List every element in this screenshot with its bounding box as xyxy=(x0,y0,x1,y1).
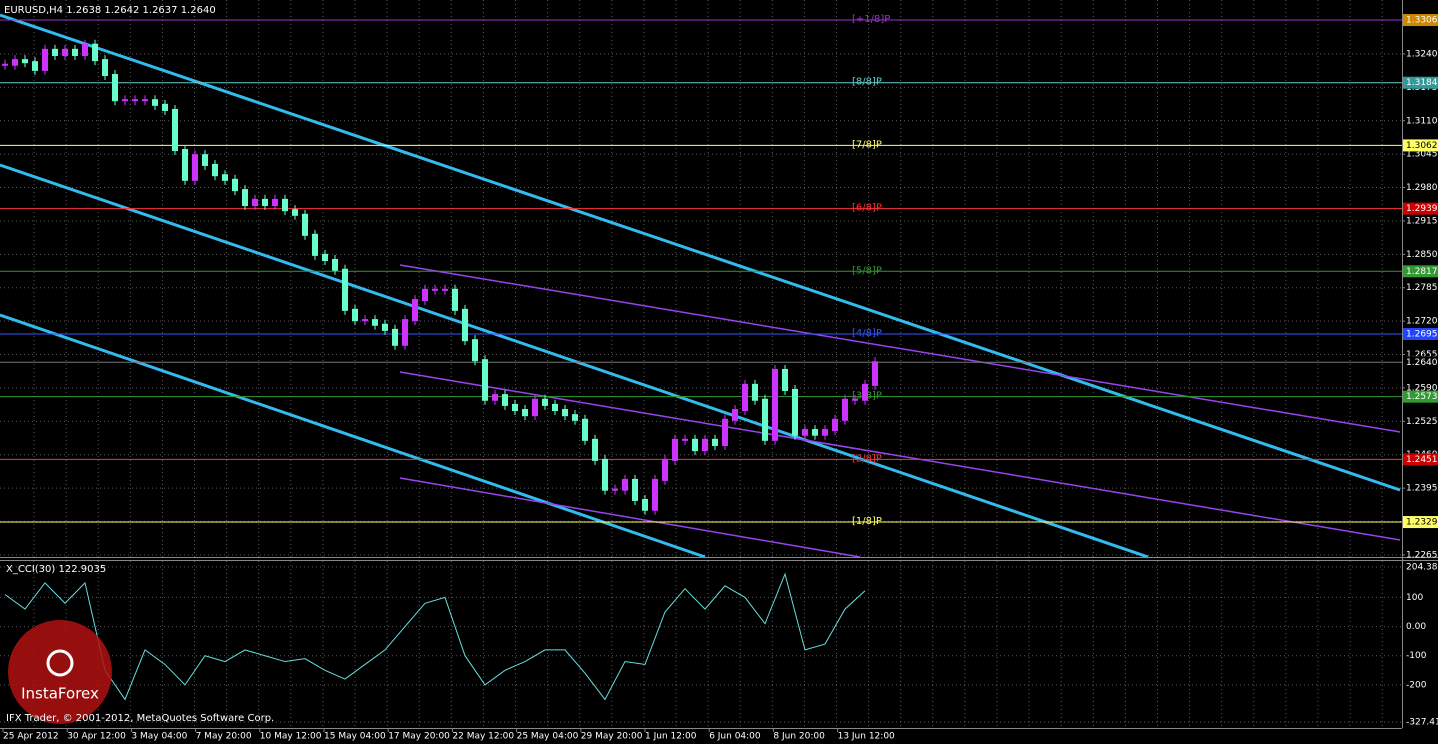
x-tick-label: 30 Apr 12:00 xyxy=(67,732,126,742)
marks: [+1/8]P[8/8]P[7/8]P[6/8]P[5/8]P[4/8]P[3/… xyxy=(0,14,1402,701)
y-tick-label: 1.2265 xyxy=(1406,550,1438,560)
x-tick-label: 13 Jun 12:00 xyxy=(838,732,895,742)
level-label: [5/8]P xyxy=(852,265,882,276)
level-price-label: 1.2939 xyxy=(1406,204,1438,214)
copyright: IFX Trader, © 2001-2012, MetaQuotes Soft… xyxy=(6,713,274,724)
level-price-label: 1.2695 xyxy=(1406,329,1438,339)
channel-line xyxy=(0,313,706,559)
y-tick-label: 100 xyxy=(1406,593,1423,603)
x-tick-label: 25 May 04:00 xyxy=(517,732,579,742)
y-tick-label: 1.3240 xyxy=(1406,49,1438,59)
logo-text: InstaForex xyxy=(21,685,99,703)
y-tick-label: 1.2915 xyxy=(1406,216,1438,226)
level-label: [8/8]P xyxy=(852,77,882,88)
logo-badge xyxy=(8,620,112,724)
trend-lines xyxy=(0,13,1401,559)
level-price-label: 1.3306 xyxy=(1406,16,1438,26)
level-price-label: 1.2451 xyxy=(1406,455,1438,465)
current-price-box xyxy=(1403,356,1438,369)
level-price-box xyxy=(1403,76,1438,89)
level-label: [+1/8]P xyxy=(852,14,890,25)
level-label: [7/8]P xyxy=(852,139,882,150)
indicator-line xyxy=(4,572,866,701)
level-price-box xyxy=(1403,453,1438,466)
x-tick-label: 15 May 04:00 xyxy=(324,732,386,742)
level-price-label: 1.2573 xyxy=(1406,392,1438,402)
x-tick-label: 8 Jun 20:00 xyxy=(773,732,825,742)
channel-line xyxy=(399,477,861,558)
level-price-box xyxy=(1403,327,1438,340)
chart-title: EURUSD,H4 1.2638 1.2642 1.2637 1.2640 xyxy=(4,5,216,16)
x-tick-label: 25 Apr 2012 xyxy=(3,732,59,742)
y-tick-label: 1.2785 xyxy=(1406,283,1438,293)
x-tick-label: 6 Jun 04:00 xyxy=(709,732,761,742)
y-tick-label: 1.2395 xyxy=(1406,484,1438,494)
current-price-label: 1.2640 xyxy=(1406,358,1438,368)
level-price-label: 1.2817 xyxy=(1406,267,1438,277)
level-price-box xyxy=(1403,14,1438,27)
x-tick-label: 17 May 20:00 xyxy=(388,732,450,742)
y-tick-label: -200 xyxy=(1406,680,1427,690)
indicator-title: X_CCI(30) 122.9035 xyxy=(6,564,106,575)
logo-icon xyxy=(46,649,74,677)
x-tick-label: 22 May 12:00 xyxy=(452,732,514,742)
y-tick-label: 1.2720 xyxy=(1406,317,1438,327)
y-tick-label: 1.2590 xyxy=(1406,383,1438,393)
channel-line xyxy=(0,163,1149,559)
level-price-box xyxy=(1403,390,1438,403)
channel-line xyxy=(399,371,1401,541)
level-price-box xyxy=(1403,139,1438,152)
x-tick-label: 3 May 04:00 xyxy=(131,732,187,742)
level-label: [4/8]P xyxy=(852,328,882,339)
level-label: [6/8]P xyxy=(852,203,882,214)
y-tick-label: 1.2525 xyxy=(1406,417,1438,427)
level-price-label: 1.3184 xyxy=(1406,78,1438,88)
y-tick-label: 1.3045 xyxy=(1406,150,1438,160)
y-tick-label: -100 xyxy=(1406,651,1427,661)
trend-lines-purple xyxy=(399,264,1401,558)
level-price-box xyxy=(1403,265,1438,278)
y-tick-label: 1.2980 xyxy=(1406,183,1438,193)
x-tick-label: 7 May 20:00 xyxy=(196,732,252,742)
level-price-box xyxy=(1403,516,1438,529)
level-price-label: 1.2329 xyxy=(1406,518,1438,528)
x-tick-label: 29 May 20:00 xyxy=(581,732,643,742)
level-label: [2/8]P xyxy=(852,453,882,464)
y-tick-label: 0.00 xyxy=(1406,622,1426,632)
level-price-box xyxy=(1403,202,1438,215)
channel-line xyxy=(399,264,1401,433)
y-tick-label: 204.387 xyxy=(1406,563,1438,573)
x-tick-label: 10 May 12:00 xyxy=(260,732,322,742)
y-tick-label: 1.3110 xyxy=(1406,116,1438,126)
level-label: [1/8]P xyxy=(852,516,882,527)
y-tick-label: 1.2850 xyxy=(1406,250,1438,260)
y-tick-label: 1.2655 xyxy=(1406,350,1438,360)
level-price-label: 1.3062 xyxy=(1406,141,1438,151)
y-tick-label: -327.412 xyxy=(1406,718,1438,728)
logo: InstaForex xyxy=(8,620,112,724)
channel-line xyxy=(0,13,1401,492)
x-tick-label: 1 Jun 12:00 xyxy=(645,732,697,742)
